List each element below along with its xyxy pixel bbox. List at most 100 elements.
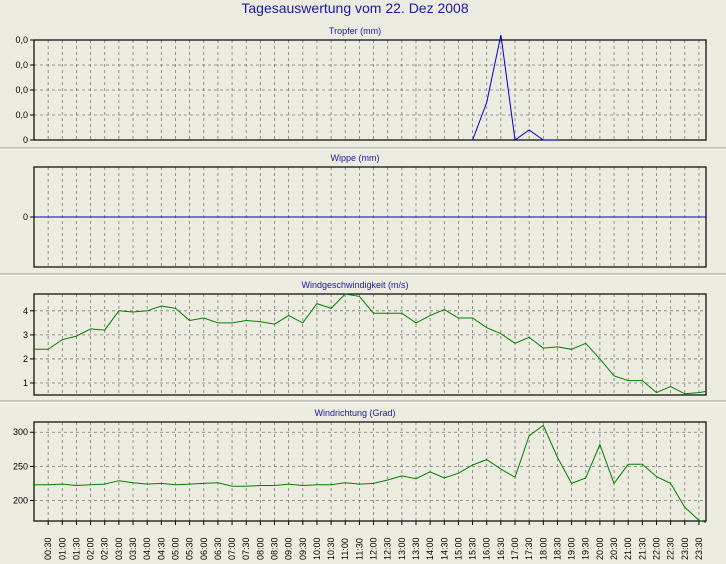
data-point	[570, 482, 573, 485]
data-point	[513, 138, 516, 141]
chart-panel-3: Windgeschwindigkeit (m/s) 1 2 3 4	[23, 280, 707, 396]
x-tick-label: 08:00	[255, 537, 265, 560]
data-point	[457, 472, 460, 475]
data-point	[273, 484, 276, 487]
data-point	[301, 321, 304, 324]
x-tick-label: 20:00	[595, 537, 605, 560]
x-tick-label: 14:00	[425, 537, 435, 560]
data-point	[641, 463, 644, 466]
data-point	[386, 312, 389, 315]
y-tick-label: 0	[23, 212, 28, 222]
data-point	[443, 308, 446, 311]
data-point	[287, 314, 290, 317]
x-tick-label: 10:30	[326, 537, 336, 560]
data-point	[131, 310, 134, 313]
data-point	[344, 292, 347, 295]
data-point	[358, 295, 361, 298]
data-point	[556, 345, 559, 348]
data-point	[287, 483, 290, 486]
data-point	[627, 379, 630, 382]
series-line	[472, 34, 558, 141]
data-point	[414, 477, 417, 480]
data-point	[259, 484, 262, 487]
data-point	[358, 483, 361, 486]
x-tick-label: 18:30	[552, 537, 562, 560]
x-tick-label: 01:30	[71, 537, 81, 560]
data-point	[216, 321, 219, 324]
x-tick-label: 19:00	[567, 537, 577, 560]
y-tick-label: 0,0	[15, 110, 28, 120]
data-point	[32, 348, 35, 351]
data-point	[485, 326, 488, 329]
data-point	[598, 443, 601, 446]
chart-panel-1: Tropfer (mm) 0 0,0 0,0 0,0 0,0	[15, 26, 707, 145]
data-point	[683, 506, 686, 509]
data-point	[697, 391, 700, 394]
x-axis: 00:30 01:00 01:30 02:00 02:30 03:00 03:30 04:00…	[43, 521, 704, 560]
x-tick-label: 22:30	[666, 537, 676, 560]
data-point	[61, 483, 64, 486]
data-point	[499, 468, 502, 471]
data-point	[230, 485, 233, 488]
x-tick-label: 12:30	[383, 537, 393, 560]
data-point	[103, 483, 106, 486]
data-point	[471, 316, 474, 319]
data-point	[117, 309, 120, 312]
plot-frame	[33, 293, 707, 396]
data-point	[471, 138, 474, 141]
data-point	[683, 392, 686, 395]
data-point	[655, 391, 658, 394]
x-tick-label: 01:00	[57, 537, 67, 560]
x-tick-label: 06:00	[199, 537, 209, 560]
data-point	[372, 482, 375, 485]
x-tick-label: 13:30	[411, 537, 421, 560]
data-point	[584, 342, 587, 345]
x-tick-label: 07:30	[241, 537, 251, 560]
x-tick-label: 16:00	[482, 537, 492, 560]
data-point	[414, 321, 417, 324]
data-point	[513, 342, 516, 345]
data-point	[570, 348, 573, 351]
data-point	[315, 302, 318, 305]
x-tick-label: 05:30	[185, 537, 195, 560]
series-line	[34, 293, 707, 395]
data-point	[542, 424, 545, 427]
x-tick-label: 12:00	[369, 537, 379, 560]
data-point	[400, 312, 403, 315]
x-tick-label: 15:30	[468, 537, 478, 560]
data-point	[485, 458, 488, 461]
data-point	[160, 482, 163, 485]
data-point	[528, 336, 531, 339]
x-tick-label: 16:30	[496, 537, 506, 560]
x-tick-label: 09:30	[298, 537, 308, 560]
data-point	[669, 385, 672, 388]
data-point	[429, 470, 432, 473]
data-point	[230, 321, 233, 324]
data-point	[146, 483, 149, 486]
x-tick-label: 20:30	[609, 537, 619, 560]
data-point	[188, 483, 191, 486]
data-point	[528, 128, 531, 131]
x-tick-label: 09:00	[284, 537, 294, 560]
x-tick-label: 10:00	[312, 537, 322, 560]
data-point	[75, 334, 78, 337]
data-point	[202, 482, 205, 485]
data-point	[499, 33, 502, 36]
data-point	[47, 348, 50, 351]
x-tick-label: 04:00	[142, 537, 152, 560]
data-point	[499, 332, 502, 335]
data-point	[528, 434, 531, 437]
data-point	[457, 316, 460, 319]
x-tick-label: 11:30	[354, 538, 364, 560]
x-tick-label: 13:00	[397, 537, 407, 560]
data-point	[61, 338, 64, 341]
page-title: Tagesauswertung vom 22. Dez 2008	[241, 0, 468, 16]
chart-title: Windgeschwindigkeit (m/s)	[301, 280, 408, 290]
x-tick-label: 04:30	[156, 537, 166, 560]
y-tick-label: 2	[23, 354, 28, 364]
data-point	[103, 328, 106, 331]
x-tick-label: 05:00	[170, 537, 180, 560]
data-point	[32, 483, 35, 486]
